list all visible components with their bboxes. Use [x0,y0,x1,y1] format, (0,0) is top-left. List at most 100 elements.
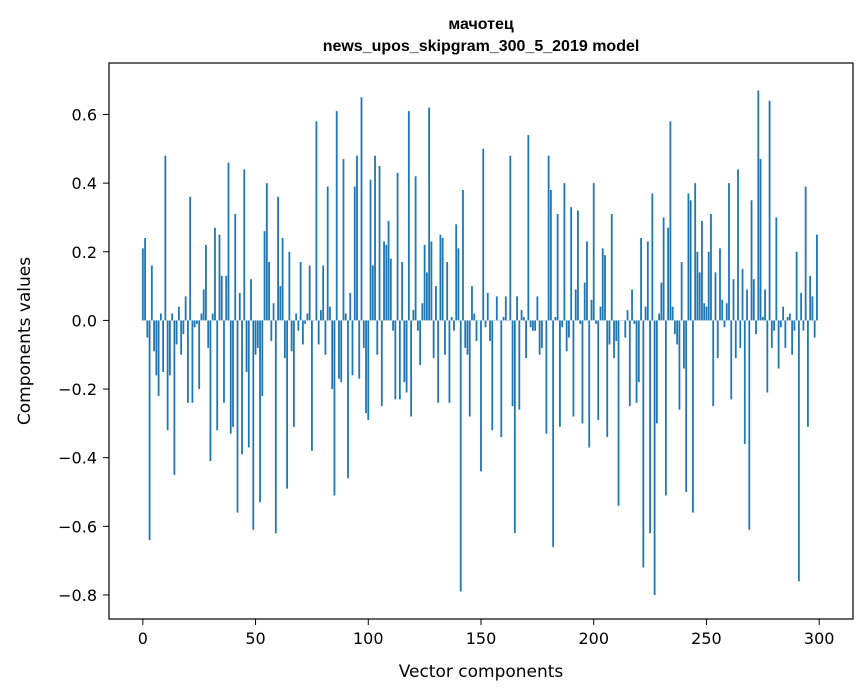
bar [667,228,669,321]
bar [782,307,784,321]
bar [805,187,807,321]
bar [505,296,507,320]
bar [476,320,478,341]
bar [264,231,266,320]
bar [658,314,660,321]
bar [284,320,286,358]
bar [318,320,320,344]
bar [796,252,798,321]
bar [194,320,196,327]
bar [340,320,342,382]
bar [449,320,451,402]
bar [219,235,221,321]
bar [548,156,550,321]
x-tick-label: 50 [245,629,265,648]
bar [683,320,685,368]
bar [712,320,714,406]
y-tick-label: 0.6 [72,105,97,124]
bar [356,156,358,321]
bar [212,314,214,321]
bar [424,245,426,321]
bar [719,248,721,320]
x-tick-label: 150 [466,629,497,648]
bar [164,156,166,321]
bar [304,320,306,323]
bar [198,320,200,389]
bar [444,320,446,354]
bar [408,111,410,320]
bar [201,314,203,321]
bar [187,320,189,402]
bar [627,310,629,320]
bar [329,307,331,321]
bar [221,276,223,321]
bar [259,320,261,502]
bar [816,235,818,321]
bar [764,290,766,321]
bar [268,262,270,320]
bar [577,211,579,321]
bar [462,190,464,320]
x-axis-label: Vector components [399,662,564,682]
bar [509,156,511,321]
x-tick-label: 200 [578,629,609,648]
bar [151,265,153,320]
bar [582,320,584,423]
bar [597,320,599,420]
bar [793,320,795,330]
bar [688,193,690,320]
bar [239,293,241,320]
bar [205,245,207,321]
bar [291,320,293,351]
bar [379,166,381,320]
bar [803,320,805,330]
bar [561,320,563,327]
bar [812,296,814,320]
bar [216,320,218,430]
y-tick-label: −0.6 [58,517,97,536]
bar [388,221,390,321]
bar [421,303,423,320]
bar [257,320,259,347]
bar [706,307,708,321]
bar [762,317,764,320]
bar [412,310,414,320]
bar [640,238,642,320]
bar [534,320,536,330]
bar [748,320,750,529]
bar [338,320,340,378]
bar [176,320,178,344]
bar [167,320,169,430]
bar [624,320,626,337]
bar [566,320,568,351]
bar [279,286,281,320]
bar [814,320,816,337]
y-tick-label: 0.4 [72,174,97,193]
bar [237,320,239,512]
bar [593,183,595,320]
bar [742,269,744,320]
bar [331,320,333,389]
bar [579,320,581,323]
bar [142,248,144,320]
bar [679,320,681,409]
bar [518,320,520,409]
bar [392,320,394,330]
bar [600,307,602,321]
bar [403,320,405,382]
bar [275,320,277,533]
y-tick-label: 0.2 [72,243,97,262]
bar [334,320,336,495]
bar [189,197,191,321]
bar [550,190,552,320]
bar [419,320,421,365]
bar [663,217,665,320]
bar [162,320,164,371]
y-tick-label: −0.8 [58,586,97,605]
bar [699,272,701,320]
bar [367,320,369,420]
bar [435,286,437,320]
bar [374,156,376,321]
bar [681,262,683,320]
